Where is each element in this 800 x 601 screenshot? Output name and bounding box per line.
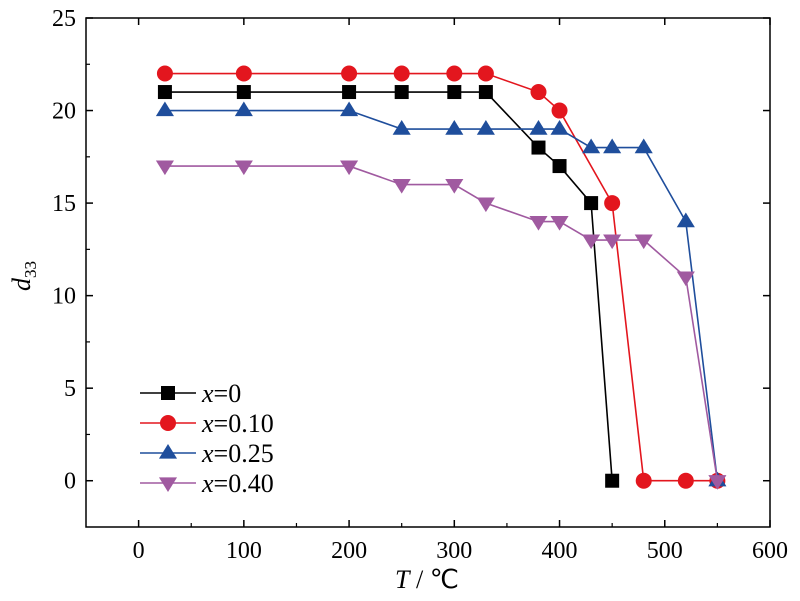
data-point — [531, 140, 546, 155]
plot-frame — [85, 17, 771, 528]
y-tick-label: 10 — [52, 284, 76, 310]
series-1 — [157, 85, 620, 488]
data-point — [446, 65, 463, 82]
series-2 — [156, 65, 726, 489]
legend-marker — [158, 443, 178, 459]
data-point — [155, 160, 174, 176]
data-point — [634, 234, 653, 250]
x-tick-label: 200 — [331, 538, 367, 564]
data-point — [635, 472, 652, 489]
data-point — [476, 197, 495, 213]
data-point — [342, 85, 357, 100]
data-point — [234, 160, 253, 176]
y-tick-label: 25 — [52, 6, 76, 32]
data-point — [604, 195, 621, 212]
x-tick-label: 400 — [542, 538, 578, 564]
legend-entry: x=0.10 — [140, 409, 274, 438]
data-point — [529, 215, 548, 231]
data-point — [550, 120, 569, 135]
series-line — [164, 91, 613, 481]
x-tick-label: 500 — [647, 538, 683, 564]
data-point — [340, 160, 359, 176]
legend-label: x=0.40 — [201, 469, 274, 498]
data-point — [676, 212, 695, 228]
data-point — [392, 178, 411, 194]
data-point — [582, 234, 601, 250]
legend-entry: x=0.40 — [140, 469, 274, 498]
data-point — [157, 85, 172, 100]
data-point — [584, 196, 599, 211]
y-tick-label: 15 — [52, 191, 76, 217]
series-layer — [155, 65, 727, 490]
axis-labels: T / ℃ d33 — [7, 261, 459, 594]
data-point — [552, 159, 567, 174]
data-point — [677, 472, 694, 489]
data-point — [156, 65, 173, 82]
series-4 — [155, 160, 727, 490]
x-tick-label: 0 — [133, 538, 145, 564]
x-tick-label: 600 — [752, 538, 788, 564]
data-point — [341, 65, 358, 82]
data-point — [340, 101, 359, 117]
legend-marker — [161, 386, 175, 400]
data-point — [582, 138, 601, 154]
data-point — [476, 120, 495, 135]
legend-entry: x=0 — [140, 379, 241, 408]
data-point — [477, 65, 494, 82]
x-tick-label: 100 — [226, 538, 262, 564]
y-tick-label: 5 — [64, 376, 76, 402]
data-point — [603, 138, 622, 154]
data-point — [393, 65, 410, 82]
data-point — [605, 473, 620, 488]
data-point — [478, 85, 493, 100]
legend-label: x=0 — [201, 379, 241, 408]
x-axis-label: T / ℃ — [395, 565, 459, 594]
legend-marker — [160, 415, 176, 431]
legend-marker — [158, 477, 178, 493]
y-tick-label: 0 — [64, 469, 76, 495]
data-point — [236, 85, 251, 100]
data-point — [550, 215, 569, 231]
data-point — [155, 101, 174, 117]
data-point — [551, 102, 568, 119]
data-point — [676, 271, 695, 287]
data-point — [529, 120, 548, 135]
y-axis-label: d33 — [7, 261, 40, 291]
legend: x=0x=0.10x=0.25x=0.40 — [140, 379, 274, 498]
data-point — [394, 85, 409, 100]
data-point — [708, 475, 727, 490]
data-point — [445, 120, 464, 135]
legend-entry: x=0.25 — [140, 439, 274, 468]
y-tick-label: 20 — [52, 99, 76, 125]
data-point — [530, 84, 547, 101]
data-point — [234, 101, 253, 117]
legend-label: x=0.10 — [201, 409, 274, 438]
data-point — [445, 178, 464, 194]
data-point — [634, 138, 653, 154]
x-tick-label: 300 — [436, 538, 472, 564]
data-point — [447, 85, 462, 100]
axes: 0 100 200 300 400 500 600 0 5 10 15 20 25 — [52, 6, 788, 564]
series-3 — [155, 101, 727, 487]
data-point — [235, 65, 252, 82]
data-point — [392, 120, 411, 135]
data-point — [603, 234, 622, 250]
legend-label: x=0.25 — [201, 439, 274, 468]
